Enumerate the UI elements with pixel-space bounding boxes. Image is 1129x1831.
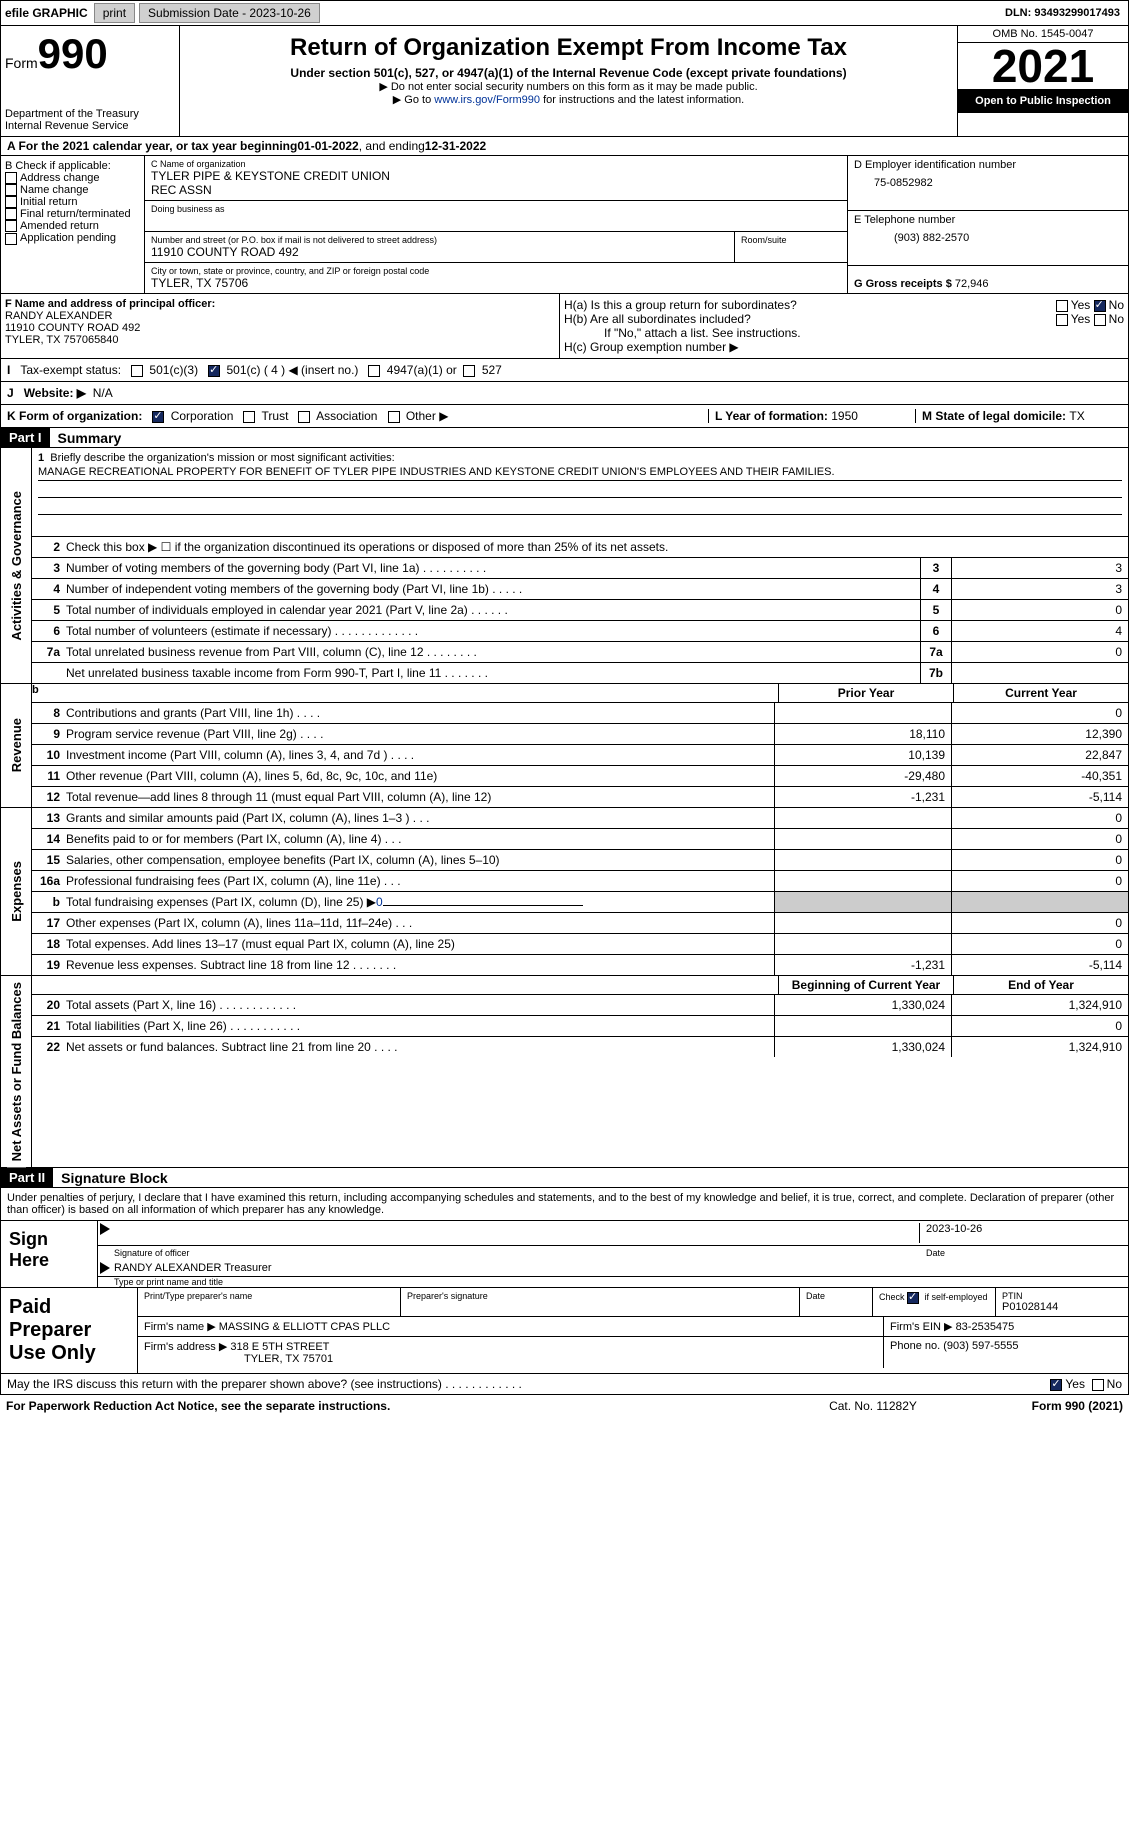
checkbox-icon[interactable]: [463, 365, 475, 377]
dept2-label: Internal Revenue Service: [5, 120, 175, 132]
section-bcd: B Check if applicable: Address change Na…: [0, 156, 1129, 294]
efile-label: efile GRAPHIC: [1, 6, 92, 20]
checkbox-icon[interactable]: [5, 184, 17, 196]
col-h: H(a) Is this a group return for subordin…: [560, 294, 1128, 358]
form-header: Form990 Department of the Treasury Inter…: [0, 26, 1129, 137]
top-toolbar: efile GRAPHIC print Submission Date - 20…: [0, 0, 1129, 26]
line-a: A For the 2021 calendar year, or tax yea…: [0, 137, 1129, 156]
tax-year: 2021: [958, 43, 1128, 89]
side-label-ag: Activities & Governance: [7, 485, 26, 647]
col-d: D Employer identification number75-08529…: [847, 156, 1128, 293]
part1-header: Part I Summary: [0, 428, 1129, 448]
line-k: K Form of organization: Corporation Trus…: [0, 405, 1129, 428]
sig-declaration: Under penalties of perjury, I declare th…: [0, 1188, 1129, 1221]
side-label-exp: Expenses: [7, 855, 26, 928]
dln-label: DLN: 93493299017493: [1005, 7, 1128, 19]
checkbox-icon[interactable]: [5, 172, 17, 184]
dept-label: Department of the Treasury: [5, 108, 175, 120]
irs-link[interactable]: www.irs.gov/Form990: [434, 94, 540, 106]
checkbox-icon[interactable]: [298, 411, 310, 423]
header-right: OMB No. 1545-0047 2021 Open to Public In…: [957, 26, 1128, 136]
subdate-button[interactable]: Submission Date - 2023-10-26: [139, 3, 320, 23]
discuss-row: May the IRS discuss this return with the…: [0, 1374, 1129, 1395]
checkbox-icon[interactable]: [131, 365, 143, 377]
line-j: J Website: ▶ N/A: [0, 382, 1129, 405]
col-c: C Name of organizationTYLER PIPE & KEYST…: [145, 156, 847, 293]
fundraising-link[interactable]: 0: [376, 895, 383, 909]
paid-preparer: Paid Preparer Use Only Print/Type prepar…: [0, 1288, 1129, 1374]
arrow-icon: [100, 1262, 110, 1274]
sign-here: Sign Here 2023-10-26 Signature of office…: [0, 1221, 1129, 1288]
checkbox-checked-icon[interactable]: [1094, 300, 1106, 312]
checkbox-icon[interactable]: [1092, 1379, 1104, 1391]
revenue: Revenue bPrior YearCurrent Year 8Contrib…: [0, 684, 1129, 808]
checkbox-icon[interactable]: [1056, 314, 1068, 326]
checkbox-checked-icon[interactable]: [907, 1292, 919, 1304]
col-b: B Check if applicable: Address change Na…: [1, 156, 145, 293]
checkbox-icon[interactable]: [1056, 300, 1068, 312]
form-number: 990: [38, 30, 108, 77]
note1: ▶ Do not enter social security numbers o…: [184, 80, 953, 93]
form-label: Form: [5, 55, 38, 71]
checkbox-checked-icon[interactable]: [152, 411, 164, 423]
section-fgh: F Name and address of principal officer:…: [0, 294, 1129, 359]
net-assets: Net Assets or Fund Balances Beginning of…: [0, 976, 1129, 1168]
checkbox-icon[interactable]: [1094, 314, 1106, 326]
checkbox-icon[interactable]: [5, 233, 17, 245]
checkbox-checked-icon[interactable]: [208, 365, 220, 377]
part2-header: Part II Signature Block: [0, 1168, 1129, 1188]
checkbox-icon[interactable]: [5, 196, 17, 208]
checkbox-icon[interactable]: [243, 411, 255, 423]
line-i: I Tax-exempt status: 501(c)(3) 501(c) ( …: [0, 359, 1129, 382]
checkbox-checked-icon[interactable]: [1050, 1379, 1062, 1391]
checkbox-icon[interactable]: [5, 220, 17, 232]
b-label: B Check if applicable:: [5, 160, 140, 172]
checkbox-icon[interactable]: [388, 411, 400, 423]
expenses: Expenses 13Grants and similar amounts pa…: [0, 808, 1129, 976]
open-to-public: Open to Public Inspection: [958, 89, 1128, 113]
activities-governance: Activities & Governance 1 Briefly descri…: [0, 448, 1129, 684]
form-subtitle: Under section 501(c), 527, or 4947(a)(1)…: [184, 66, 953, 80]
side-label-na: Net Assets or Fund Balances: [7, 976, 26, 1167]
checkbox-icon[interactable]: [5, 208, 17, 220]
header-left: Form990 Department of the Treasury Inter…: [1, 26, 180, 136]
side-label-rev: Revenue: [7, 712, 26, 778]
page-footer: For Paperwork Reduction Act Notice, see …: [0, 1395, 1129, 1417]
header-mid: Return of Organization Exempt From Incom…: [180, 26, 957, 136]
print-button[interactable]: print: [94, 3, 135, 23]
note2: ▶ Go to www.irs.gov/Form990 for instruct…: [184, 93, 953, 106]
col-f: F Name and address of principal officer:…: [1, 294, 560, 358]
form-title: Return of Organization Exempt From Incom…: [184, 34, 953, 62]
arrow-icon: [100, 1223, 110, 1235]
checkbox-icon[interactable]: [368, 365, 380, 377]
